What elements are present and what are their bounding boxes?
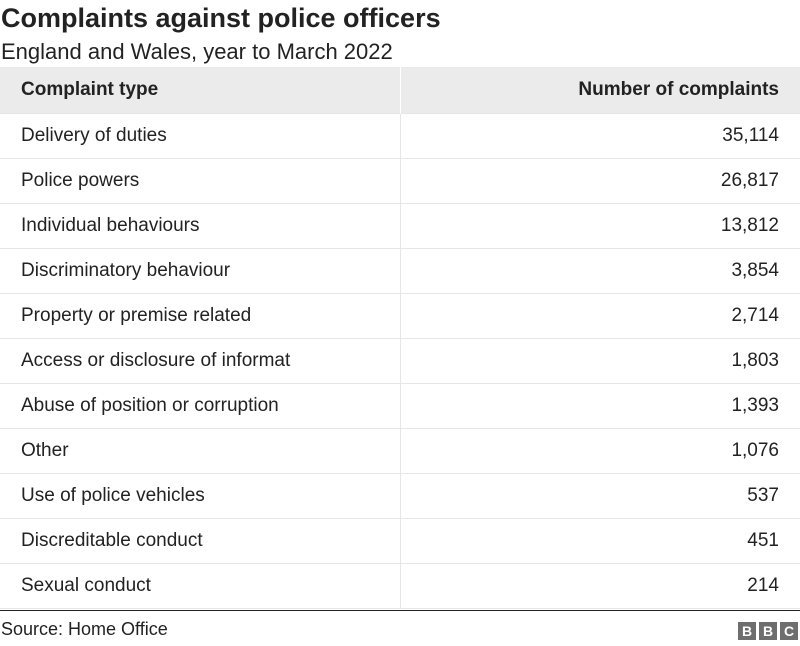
- footer-divider: [0, 610, 800, 611]
- complaint-type-cell: Discreditable conduct: [0, 517, 400, 563]
- table-row: Other 1,076: [0, 427, 800, 473]
- complaint-count-cell: 2,714: [399, 292, 800, 338]
- complaint-type-cell: Police powers: [0, 157, 400, 203]
- table-row: Police powers 26,817: [0, 157, 800, 203]
- complaint-count-cell: 35,114: [399, 112, 800, 158]
- bbc-logo: B B C: [738, 622, 798, 640]
- table-row: Sexual conduct 214: [0, 562, 800, 609]
- bbc-logo-letter: C: [780, 622, 798, 640]
- complaints-table: Complaint type Number of complaints Deli…: [0, 67, 800, 609]
- complaint-type-cell: Abuse of position or corruption: [0, 382, 400, 428]
- complaint-count-cell: 26,817: [399, 157, 800, 203]
- table-header-row: Complaint type Number of complaints: [0, 67, 800, 113]
- complaint-type-cell: Access or disclosure of informat: [0, 337, 400, 383]
- table-row: Abuse of position or corruption 1,393: [0, 382, 800, 428]
- column-header-number-of-complaints: Number of complaints: [399, 67, 800, 113]
- complaint-type-cell: Property or premise related: [0, 292, 400, 338]
- table-row: Individual behaviours 13,812: [0, 202, 800, 248]
- chart-title: Complaints against police officers: [1, 3, 441, 33]
- complaint-type-cell: Sexual conduct: [0, 562, 400, 609]
- source-note: Source: Home Office: [1, 619, 168, 639]
- table-body: Delivery of duties 35,114 Police powers 26,…: [0, 112, 800, 609]
- table-row: Use of police vehicles 537: [0, 472, 800, 518]
- complaint-type-cell: Other: [0, 427, 400, 473]
- complaint-type-cell: Discriminatory behaviour: [0, 247, 400, 293]
- complaint-type-cell: Delivery of duties: [0, 112, 400, 158]
- complaint-count-cell: 13,812: [399, 202, 800, 248]
- complaint-count-cell: 451: [399, 517, 800, 563]
- column-header-complaint-type: Complaint type: [0, 67, 400, 113]
- complaint-count-cell: 1,393: [399, 382, 800, 428]
- complaint-type-cell: Use of police vehicles: [0, 472, 400, 518]
- bbc-logo-letter: B: [759, 622, 777, 640]
- chart-subtitle: England and Wales, year to March 2022: [1, 39, 393, 64]
- complaint-type-cell: Individual behaviours: [0, 202, 400, 248]
- bbc-logo-letter: B: [738, 622, 756, 640]
- complaint-count-cell: 214: [399, 562, 800, 609]
- table-row: Property or premise related 2,714: [0, 292, 800, 338]
- complaint-count-cell: 3,854: [399, 247, 800, 293]
- table-row: Access or disclosure of informat 1,803: [0, 337, 800, 383]
- table-row: Discreditable conduct 451: [0, 517, 800, 563]
- table-row: Delivery of duties 35,114: [0, 112, 800, 158]
- complaint-count-cell: 1,076: [399, 427, 800, 473]
- complaints-table-container: Complaint type Number of complaints Deli…: [0, 67, 800, 609]
- complaint-count-cell: 537: [399, 472, 800, 518]
- table-row: Discriminatory behaviour 3,854: [0, 247, 800, 293]
- complaint-count-cell: 1,803: [399, 337, 800, 383]
